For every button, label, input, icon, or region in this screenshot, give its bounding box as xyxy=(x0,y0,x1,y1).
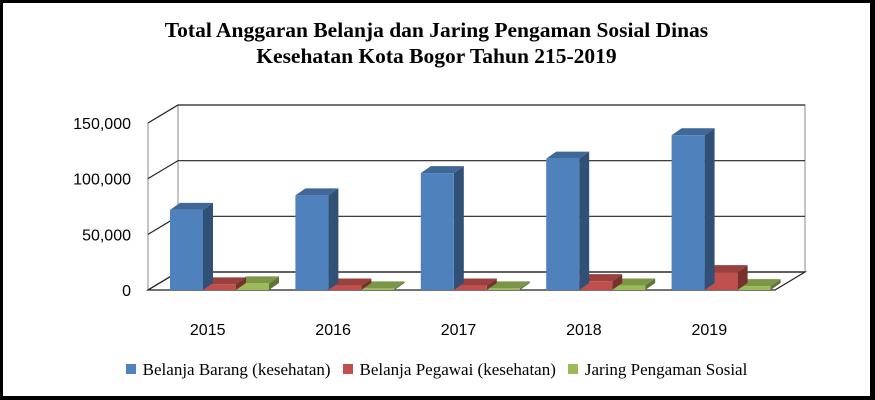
bar-front xyxy=(295,195,329,290)
bar-front xyxy=(737,286,771,290)
chart-frame: Total Anggaran Belanja dan Jaring Pengam… xyxy=(3,3,870,396)
bar-side xyxy=(269,276,279,290)
legend-label: Jaring Pengaman Sosial xyxy=(584,360,748,379)
bar-top xyxy=(361,281,405,289)
bar-side xyxy=(361,278,372,290)
bar-front xyxy=(170,209,203,290)
bar-belanja-barang xyxy=(295,188,339,290)
x-tick-label: 2019 xyxy=(692,322,728,339)
bar-side xyxy=(704,128,715,290)
legend: Belanja Barang (kesehatan) Belanja Pegawa… xyxy=(3,360,870,380)
bar-jaring-pengaman xyxy=(737,279,781,290)
legend-swatch xyxy=(342,364,353,374)
bar-side xyxy=(328,188,339,290)
bar-front xyxy=(671,135,705,290)
bar-side xyxy=(645,278,656,290)
bar-side xyxy=(203,202,213,290)
legend-label: Belanja Barang (kesehatan) xyxy=(142,360,331,379)
bar-top xyxy=(170,202,213,210)
bar-top xyxy=(486,281,530,289)
bar-side xyxy=(453,166,464,290)
bars xyxy=(170,128,781,290)
x-tick-label: 2016 xyxy=(315,322,351,339)
bar-front xyxy=(203,284,236,290)
y-tick-label: 100,000 xyxy=(73,172,131,189)
bar-top xyxy=(295,188,339,196)
bar-top xyxy=(737,279,781,287)
bar-front xyxy=(361,288,395,290)
x-tick-label: 2015 xyxy=(190,322,226,339)
bar-front xyxy=(328,285,362,290)
bar-belanja-barang xyxy=(546,151,590,290)
bar-front xyxy=(453,285,487,290)
bar-jaring-pengaman xyxy=(612,278,656,290)
bar-top xyxy=(579,274,623,282)
bar-top xyxy=(236,276,279,284)
legend-swatch xyxy=(125,364,136,374)
bar-front xyxy=(486,288,520,290)
legend-item: Belanja Barang (kesehatan) xyxy=(125,360,331,380)
x-tick-label: 2017 xyxy=(441,322,477,339)
bar-jaring-pengaman xyxy=(236,276,279,290)
x-axis-ticks: 2015 2016 2017 2018 2019 xyxy=(190,322,727,339)
bar-belanja-barang xyxy=(170,202,213,290)
legend-swatch xyxy=(567,364,578,374)
y-tick-label: 0 xyxy=(122,283,131,300)
bar-top xyxy=(546,151,590,159)
bar-belanja-pegawai xyxy=(453,278,497,290)
bar-belanja-pegawai xyxy=(579,274,623,290)
gridline xyxy=(147,160,805,180)
bar-front xyxy=(579,281,613,290)
bar-jaring-pengaman xyxy=(361,281,405,290)
bar-front xyxy=(420,173,454,290)
chart-title-line-1: Total Anggaran Belanja dan Jaring Pengam… xyxy=(164,18,709,42)
bar-side xyxy=(394,281,405,290)
chart-title-line-2: Kesehatan Kota Bogor Tahun 215-2019 xyxy=(256,44,617,68)
bar-front xyxy=(546,158,580,290)
bar-top xyxy=(453,278,497,286)
bar-side xyxy=(519,281,530,290)
bar-jaring-pengaman xyxy=(486,281,530,290)
bar-front xyxy=(236,283,269,290)
bar-side xyxy=(236,277,246,290)
bar-top xyxy=(671,128,715,136)
gridline xyxy=(147,104,805,124)
bar-front xyxy=(612,285,646,290)
bar-side xyxy=(737,265,748,290)
bar-side xyxy=(579,151,590,290)
legend-item: Jaring Pengaman Sosial xyxy=(567,360,748,380)
bar-side xyxy=(612,274,623,290)
bar-top xyxy=(612,278,656,286)
bar-top xyxy=(328,278,372,286)
legend-item: Belanja Pegawai (kesehatan) xyxy=(342,360,556,380)
x-tick-label: 2018 xyxy=(566,322,602,339)
legend-label: Belanja Pegawai (kesehatan) xyxy=(359,360,556,379)
bar-side xyxy=(770,279,781,290)
bar-side xyxy=(486,278,497,290)
bar-top xyxy=(704,265,748,273)
bar-belanja-pegawai xyxy=(203,277,246,290)
bar-belanja-barang xyxy=(420,166,464,290)
y-tick-label: 150,000 xyxy=(73,116,131,133)
bar-top xyxy=(420,166,464,174)
bar-top xyxy=(203,277,246,285)
y-axis-ticks: 0 50,000 100,000 150,000 xyxy=(73,116,131,300)
bar-belanja-barang xyxy=(671,128,715,290)
bar-belanja-pegawai xyxy=(328,278,372,290)
chart-title: Total Anggaran Belanja dan Jaring Pengam… xyxy=(3,17,870,69)
y-tick-label: 50,000 xyxy=(82,227,131,244)
